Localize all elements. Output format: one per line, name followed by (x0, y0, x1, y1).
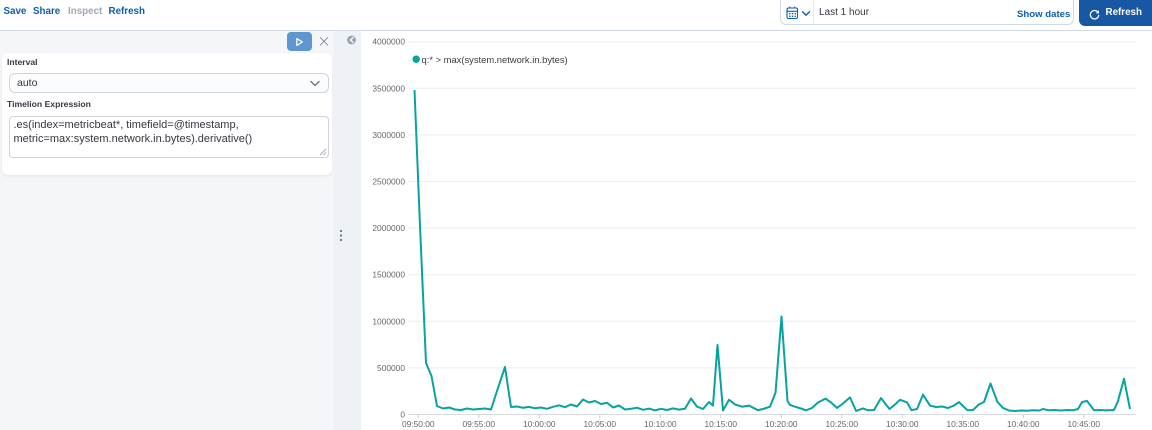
svg-text:2500000: 2500000 (372, 177, 405, 187)
svg-text:1000000: 1000000 (372, 316, 405, 326)
svg-text:2000000: 2000000 (372, 223, 405, 233)
svg-text:10:00:00: 10:00:00 (523, 419, 556, 429)
svg-text:10:20:00: 10:20:00 (765, 419, 798, 429)
svg-text:10:45:00: 10:45:00 (1067, 419, 1100, 429)
svg-text:10:05:00: 10:05:00 (583, 419, 616, 429)
svg-text:500000: 500000 (377, 363, 405, 373)
svg-text:10:40:00: 10:40:00 (1007, 419, 1040, 429)
svg-text:10:30:00: 10:30:00 (886, 419, 919, 429)
svg-text:0: 0 (400, 410, 405, 420)
svg-text:10:25:00: 10:25:00 (825, 419, 858, 429)
svg-text:q:* > max(system.network.in.by: q:* > max(system.network.in.bytes) (422, 54, 568, 65)
svg-text:3500000: 3500000 (372, 83, 405, 93)
svg-text:3000000: 3000000 (372, 130, 405, 140)
svg-text:1500000: 1500000 (372, 270, 405, 280)
svg-text:4000000: 4000000 (372, 37, 405, 47)
svg-text:09:50:00: 09:50:00 (402, 419, 435, 429)
svg-text:10:15:00: 10:15:00 (704, 419, 737, 429)
svg-text:10:10:00: 10:10:00 (644, 419, 677, 429)
svg-text:10:35:00: 10:35:00 (946, 419, 979, 429)
svg-text:09:55:00: 09:55:00 (462, 419, 495, 429)
